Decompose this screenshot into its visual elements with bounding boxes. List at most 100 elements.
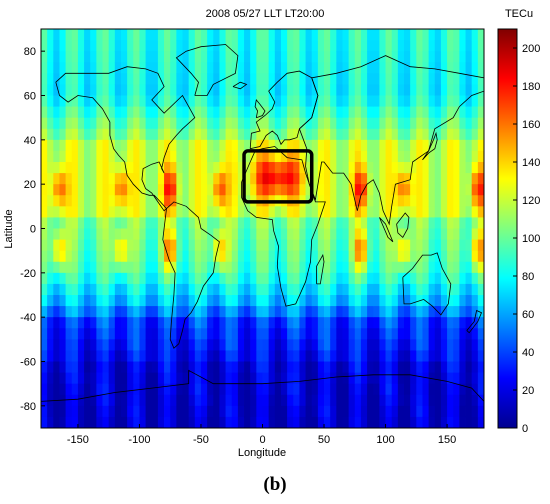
heatmap-cell xyxy=(336,40,343,52)
heatmap-cell xyxy=(416,372,423,385)
heatmap-cell xyxy=(256,350,263,362)
heatmap-cell xyxy=(213,195,220,207)
heatmap-cell xyxy=(434,328,442,340)
heatmap-cell xyxy=(367,29,374,41)
heatmap-cell xyxy=(367,73,374,85)
heatmap-cell xyxy=(256,106,263,119)
heatmap-cell xyxy=(225,295,233,307)
heatmap-cell xyxy=(182,328,190,340)
heatmap-cell xyxy=(207,328,214,340)
heatmap-cell xyxy=(293,250,300,263)
heatmap-cell xyxy=(348,62,356,74)
heatmap-cell xyxy=(385,150,393,163)
heatmap-cell xyxy=(188,128,196,141)
heatmap-cell xyxy=(256,261,263,274)
heatmap-cell xyxy=(207,217,214,229)
x-tick-label: 50 xyxy=(318,434,330,446)
heatmap-cell xyxy=(164,361,171,373)
heatmap-cell xyxy=(188,361,196,373)
heatmap-cell xyxy=(477,29,485,41)
heatmap-cell xyxy=(176,261,183,274)
heatmap-cell xyxy=(231,128,239,141)
heatmap-cell xyxy=(219,62,226,74)
heatmap-cell xyxy=(434,73,442,85)
heatmap-cell xyxy=(47,128,54,141)
heatmap-cell xyxy=(422,228,430,240)
heatmap-cell xyxy=(41,62,48,74)
heatmap-cell xyxy=(120,29,128,41)
heatmap-cell xyxy=(200,95,208,107)
heatmap-cell xyxy=(120,350,128,362)
heatmap-cell xyxy=(41,106,48,119)
heatmap-cell xyxy=(428,51,436,63)
heatmap-cell xyxy=(459,117,466,130)
heatmap-cell xyxy=(453,372,460,385)
heatmap-cell xyxy=(244,272,251,285)
heatmap-cell xyxy=(434,128,442,141)
heatmap-cell xyxy=(157,184,165,196)
heatmap-cell xyxy=(287,150,294,163)
heatmap-cell xyxy=(477,283,485,296)
heatmap-cell xyxy=(410,394,417,407)
heatmap-cell xyxy=(465,328,473,340)
heatmap-cell xyxy=(65,62,73,74)
heatmap-cell xyxy=(317,40,325,52)
heatmap-cell xyxy=(250,317,257,329)
heatmap-cell xyxy=(348,150,356,163)
heatmap-cell xyxy=(170,372,177,385)
heatmap-cell xyxy=(256,139,263,152)
heatmap-cell xyxy=(465,405,473,418)
heatmap-cell xyxy=(385,173,393,185)
heatmap-cell xyxy=(268,84,276,96)
heatmap-cell xyxy=(231,217,239,229)
heatmap-cell xyxy=(348,95,356,107)
heatmap-cell xyxy=(354,62,362,74)
heatmap-cell xyxy=(336,272,343,285)
heatmap-cell xyxy=(102,239,110,252)
heatmap-cell xyxy=(348,261,356,274)
heatmap-cell xyxy=(360,217,368,229)
heatmap-cell xyxy=(65,339,73,351)
heatmap-cell xyxy=(459,372,466,385)
heatmap-cell xyxy=(471,184,479,196)
heatmap-cell xyxy=(244,217,251,229)
heatmap-cell xyxy=(360,150,368,163)
heatmap-cell xyxy=(53,95,60,107)
heatmap-cell xyxy=(459,29,466,41)
heatmap-cell xyxy=(410,206,417,218)
heatmap-cell xyxy=(200,328,208,340)
heatmap-cell xyxy=(367,128,374,141)
heatmap-cell xyxy=(422,250,430,263)
x-tick-label: 100 xyxy=(376,434,394,446)
heatmap-cell xyxy=(59,383,67,396)
heatmap-cell xyxy=(120,117,128,130)
heatmap-cell xyxy=(360,383,368,396)
heatmap-cell xyxy=(145,150,153,163)
heatmap-cell xyxy=(96,117,103,130)
heatmap-cell xyxy=(157,383,165,396)
heatmap-cell xyxy=(477,361,485,373)
heatmap-cell xyxy=(440,150,448,163)
heatmap-cell xyxy=(354,250,362,263)
heatmap-cell xyxy=(200,51,208,63)
heatmap-cell xyxy=(477,272,485,285)
heatmap-cell xyxy=(256,184,263,196)
heatmap-cell xyxy=(41,372,48,385)
heatmap-cell xyxy=(207,206,214,218)
heatmap-cell xyxy=(102,261,110,274)
heatmap-cell xyxy=(207,195,214,207)
heatmap-cell xyxy=(360,40,368,52)
heatmap-cell xyxy=(342,350,350,362)
heatmap-cell xyxy=(311,383,319,396)
heatmap-cell xyxy=(293,117,300,130)
heatmap-cell xyxy=(182,383,190,396)
heatmap-cell xyxy=(59,416,67,429)
heatmap-cell xyxy=(274,84,282,96)
heatmap-cell xyxy=(440,228,448,240)
heatmap-cell xyxy=(59,361,67,373)
heatmap-cell xyxy=(397,272,405,285)
heatmap-cell xyxy=(293,361,300,373)
heatmap-cell xyxy=(299,350,306,362)
heatmap-cell xyxy=(237,283,245,296)
heatmap-cell xyxy=(77,51,85,63)
